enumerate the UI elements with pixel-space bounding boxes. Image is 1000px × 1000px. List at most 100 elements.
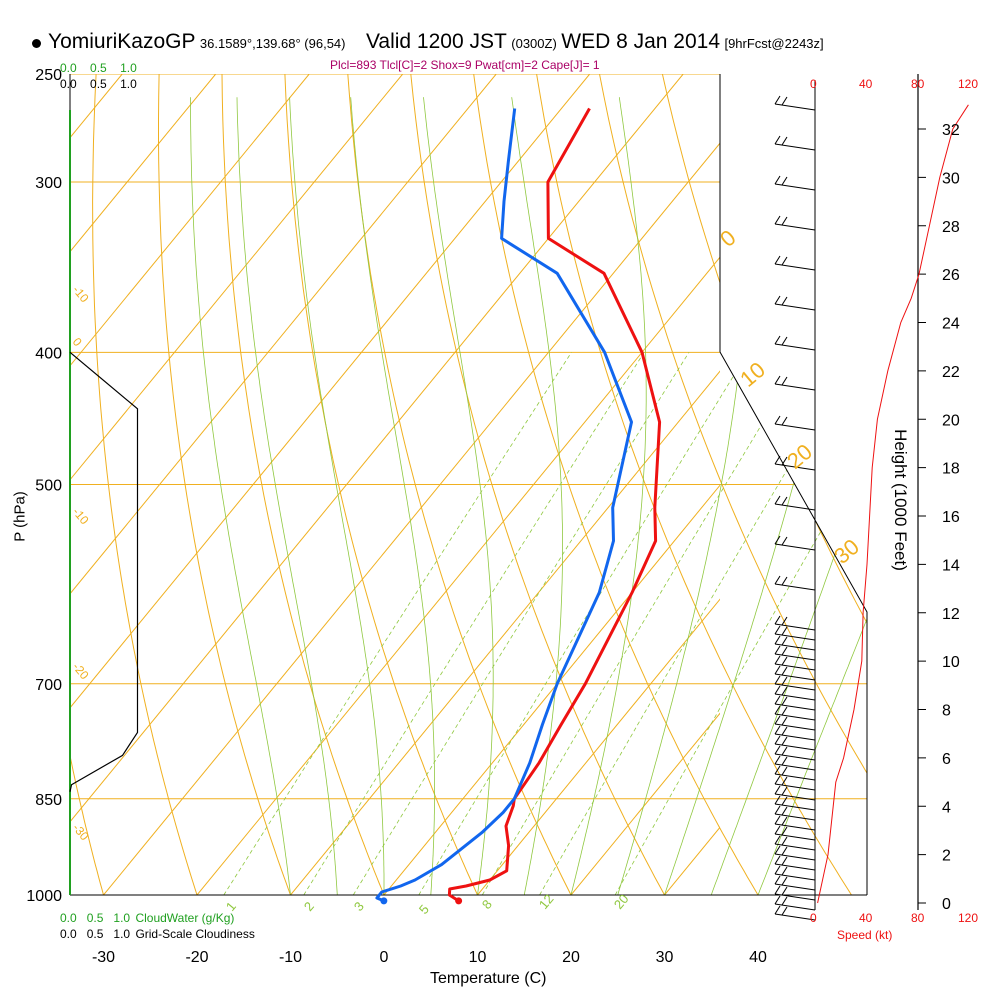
mixing-ratio-line	[418, 352, 749, 895]
wind-barb-flag	[781, 626, 788, 636]
height-tick-label: 20	[942, 412, 960, 429]
wind-barb-flag	[781, 796, 788, 806]
wind-barb	[774, 455, 816, 471]
speed-tick-bottom-120: 120	[958, 911, 979, 925]
wind-barb-flag	[774, 775, 781, 785]
wind-barb-flag	[781, 806, 788, 816]
wind-barb-flag	[781, 296, 788, 306]
wind-barb-staff	[774, 903, 816, 911]
isotherm-line	[70, 74, 310, 367]
speed-tick-top-0: 0	[810, 77, 817, 91]
wind-barb-flag	[781, 856, 788, 866]
stability-indices: Plcl=893 Tlcl[C]=2 Shox=9 Pwat[cm]=2 Cap…	[330, 58, 600, 72]
wind-barb-staff	[774, 143, 816, 151]
speed-tick-bottom-40: 40	[859, 911, 873, 925]
wind-barb-flag	[774, 905, 781, 915]
wind-barb-flag	[781, 886, 788, 896]
wind-barb	[774, 735, 816, 751]
temperature-tick-label: 20	[562, 949, 580, 966]
height-tick-label: 26	[942, 267, 960, 284]
y-axis-title: P (hPa)	[11, 491, 29, 542]
wind-barb-staff	[774, 833, 816, 841]
wind-barb-staff	[774, 693, 816, 701]
wind-barb-staff	[774, 753, 816, 761]
wind-barb-staff	[774, 223, 816, 231]
wind-barb-flag	[774, 805, 781, 815]
wind-barb-staff	[774, 823, 816, 831]
cl-tick-0: 0.0	[60, 77, 77, 91]
height-tick-label: 14	[942, 557, 960, 574]
dewpoint-line	[375, 108, 633, 903]
wind-barb-flag	[781, 836, 788, 846]
height-tick-label: 2	[942, 848, 951, 865]
speed-tick-top-120: 120	[958, 77, 979, 91]
wind-barb-flag	[781, 786, 788, 796]
wind-barb-staff	[774, 423, 816, 431]
wind-barb-flag	[781, 96, 788, 106]
dry-adiabat-line	[70, 74, 113, 895]
moist-adiabat-line	[190, 97, 291, 895]
isotherm-line	[852, 74, 1000, 895]
wind-barb-flag	[781, 776, 788, 786]
speed-tick-top-40: 40	[859, 77, 873, 91]
wind-barb	[774, 805, 816, 821]
temperature-tick-label: 40	[749, 949, 767, 966]
wind-barb-staff	[774, 723, 816, 731]
wind-barb	[774, 825, 816, 841]
height-tick-label: 30	[942, 170, 960, 187]
wind-barb	[774, 835, 816, 851]
wind-barb-flag	[774, 865, 781, 875]
wind-barb	[774, 685, 816, 701]
dry-adiabat-line	[968, 50, 1000, 924]
chart-header: YomiuriKazoGP 36.1589°,139.68° (96,54) V…	[32, 30, 1000, 54]
moist-adiabat-line	[350, 97, 436, 895]
wind-barb-flag	[774, 795, 781, 805]
dry-adiabat-line	[594, 74, 867, 895]
isotherm-line	[70, 74, 404, 481]
temperature-tick-label: -10	[279, 949, 302, 966]
wind-barb-flag	[781, 766, 788, 776]
dry-adiabat-line	[221, 74, 397, 895]
wind-barb-flag	[781, 256, 788, 266]
speed-tick-bottom-0: 0	[810, 911, 817, 925]
isotherm-label: 20	[782, 439, 817, 474]
wind-barb-flag	[774, 615, 781, 625]
wind-barb-staff	[774, 813, 816, 821]
wind-barb-staff	[774, 883, 816, 891]
isotherm-line	[0, 74, 29, 895]
cloudiness-label: Grid-Scale Cloudiness	[135, 927, 255, 941]
pressure-tick-label: 250	[35, 67, 62, 84]
wind-barb-staff	[774, 733, 816, 741]
wind-barb-flag	[774, 745, 781, 755]
height-tick-label: 32	[942, 122, 960, 139]
wind-barb	[774, 765, 816, 781]
wind-barb-flag	[781, 896, 788, 906]
wind-barb-staff	[774, 303, 816, 311]
wind-barb-staff	[774, 873, 816, 881]
height-tick-label: 16	[942, 509, 960, 526]
valid-date: WED 8 Jan 2014	[561, 30, 721, 53]
station-dot-icon	[32, 39, 41, 49]
wind-barb-staff	[774, 383, 816, 391]
wind-barb-staff	[774, 543, 816, 551]
wind-barb-flag	[781, 746, 788, 756]
isotherm-label: -10	[70, 505, 92, 528]
isotherm-label: 0	[715, 225, 740, 252]
height-tick-label: 8	[942, 703, 951, 720]
moist-adiabat-line	[757, 97, 867, 895]
wind-barb	[774, 665, 816, 681]
mixing-ratio-label: 12	[536, 891, 557, 912]
wind-barb-staff	[774, 583, 816, 591]
wind-barb	[774, 775, 816, 791]
temperature-tick-label: 0	[380, 949, 389, 966]
temperature-tick-label: -30	[92, 949, 115, 966]
cloudwater-scale-bottom: 0.0 0.5 1.0 CloudWater (g/Kg)	[60, 911, 234, 925]
wind-barb-flag	[781, 756, 788, 766]
wind-barb-flag	[781, 636, 788, 646]
wind-barb-flag	[774, 895, 781, 905]
valid-time: Valid 1200 JST	[365, 30, 507, 53]
wind-barb-flag	[781, 726, 788, 736]
wind-barb-staff	[774, 913, 816, 921]
wind-barb	[774, 695, 816, 711]
